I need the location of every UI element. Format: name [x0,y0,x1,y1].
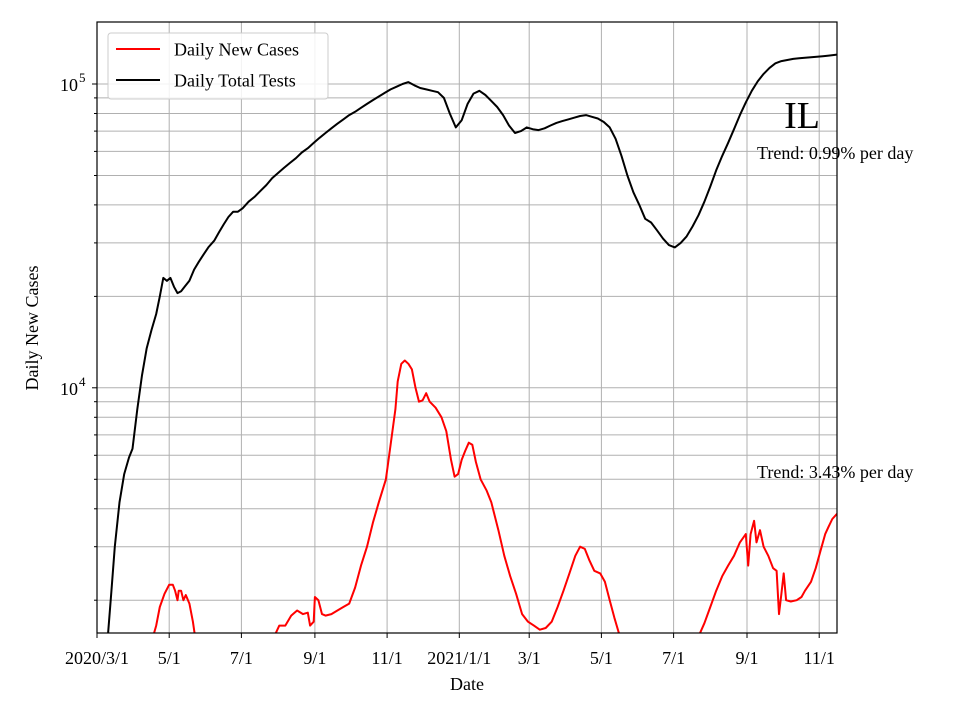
plot-frame [96,21,838,634]
trend-text-cases: Trend: 3.43% per day [757,462,913,482]
y-tick-label: 10 [60,379,78,399]
x-tick-label: 11/1 [804,648,835,668]
series-line-daily-total-tests [107,53,837,633]
x-axis-label: Date [450,674,484,694]
y-tick-label: 10 [60,75,78,95]
legend-label-daily-new-cases: Daily New Cases [174,40,299,60]
y-tick-exponent: 4 [79,374,86,389]
x-tick-label: 7/1 [662,648,685,668]
series-lines [107,53,837,633]
x-tick-label: 2021/1/1 [427,648,491,668]
x-tick-label: 9/1 [735,648,758,668]
x-tick-label: 7/1 [230,648,253,668]
legend-box [107,32,329,100]
x-tick-label: 5/1 [158,648,181,668]
y-axis-label: Daily New Cases [22,266,42,391]
series-line-daily-new-cases [153,359,837,633]
x-tick-label: 3/1 [518,648,541,668]
trend-text-tests: Trend: 0.99% per day [757,143,913,163]
x-tick-label: 5/1 [590,648,613,668]
x-tick-label: 11/1 [371,648,402,668]
region-label: IL [784,95,820,137]
grid-lines [96,22,837,633]
legend: Daily New Cases Daily Total Tests [107,32,329,100]
x-tick-label: 9/1 [303,648,326,668]
x-tick-label: 2020/3/1 [65,648,129,668]
legend-label-daily-total-tests: Daily Total Tests [174,71,296,91]
y-tick-exponent: 5 [79,70,86,85]
